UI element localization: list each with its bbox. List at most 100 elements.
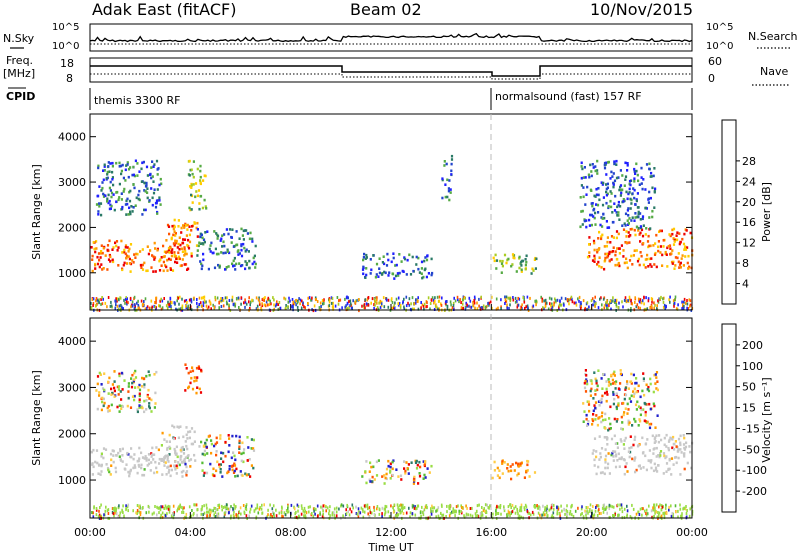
echo-cell (473, 295, 476, 299)
echo-cell (499, 506, 502, 510)
echo-cell (252, 447, 255, 450)
echo-cell (366, 505, 368, 509)
echo-cell (602, 213, 605, 216)
echo-cell (321, 506, 324, 510)
echo-cell (184, 222, 187, 226)
echo-cell (684, 507, 687, 511)
echo-cell (601, 225, 604, 228)
echo-cell (621, 506, 623, 510)
echo-cell (634, 203, 637, 206)
echo-cell (150, 266, 153, 269)
echo-cell (637, 464, 640, 468)
echo-cell (616, 205, 619, 209)
echo-cell (587, 307, 590, 311)
echo-cell (232, 507, 234, 510)
echo-cell (448, 198, 451, 202)
echo-cell (245, 505, 247, 509)
echo-cell (193, 376, 196, 379)
echo-cell (208, 508, 211, 512)
echo-cell (624, 241, 627, 244)
echo-cell (107, 193, 110, 197)
echo-cell (369, 258, 372, 261)
echo-cell (616, 442, 619, 445)
echo-cell (110, 403, 113, 407)
echo-cell (605, 193, 608, 197)
echo-cell (644, 442, 647, 446)
echo-cell (626, 266, 629, 270)
echo-cell (682, 507, 684, 511)
echo-cell (628, 191, 631, 194)
echo-cell (249, 307, 251, 310)
echo-cell (389, 469, 392, 473)
echo-cell (181, 297, 183, 301)
echo-cell (579, 225, 582, 229)
echo-cell (402, 503, 404, 507)
echo-cell (105, 505, 107, 509)
velocity-colorbar-label: Velocity [m s⁻¹] (760, 377, 773, 462)
echo-cell (215, 450, 218, 453)
echo-cell (138, 170, 141, 173)
echo-cell (612, 505, 615, 509)
echo-cell (220, 457, 223, 460)
echo-cell (143, 385, 146, 389)
echo-cell (667, 440, 671, 443)
echo-cell (584, 203, 587, 206)
echo-cell (125, 463, 128, 466)
echo-cell (651, 306, 653, 310)
echo-cell (683, 506, 686, 510)
echo-cell (616, 446, 619, 449)
echo-cell (141, 268, 145, 271)
echo-cell (391, 473, 394, 477)
echo-region-9 (579, 159, 657, 230)
echo-cell (593, 404, 596, 407)
echo-cell (185, 252, 188, 256)
echo-cell (658, 434, 661, 437)
echo-cell (218, 306, 220, 310)
echo-cell (509, 297, 511, 301)
echo-cell (154, 201, 158, 205)
echo-cell (631, 263, 634, 266)
echo-cell (271, 515, 274, 519)
echo-cell (173, 425, 176, 429)
echo-cell (328, 300, 331, 304)
echo-cell (150, 452, 153, 455)
echo-cell (220, 297, 222, 301)
echo-cell (194, 459, 197, 462)
echo-cell (186, 223, 189, 227)
echo-cell (187, 306, 189, 310)
echo-cell (189, 458, 193, 461)
echo-cell (620, 457, 623, 461)
echo-cell (279, 306, 282, 310)
echo-cell (379, 299, 382, 303)
echo-cell (644, 410, 647, 414)
echo-cell (248, 259, 251, 263)
echo-cell (216, 508, 219, 512)
echo-cell (600, 266, 603, 269)
echo-cell (224, 296, 227, 300)
echo-cell (636, 215, 639, 219)
echo-cell (178, 463, 181, 467)
echo-cell (370, 268, 373, 272)
echo-cell (535, 505, 537, 509)
echo-cell (523, 300, 526, 304)
echo-cell (431, 296, 434, 300)
echo-cell (158, 183, 161, 187)
echo-cell (450, 154, 454, 158)
echo-cell (406, 467, 409, 470)
echo-cell (627, 222, 630, 225)
echo-cell (123, 298, 125, 302)
echo-cell (312, 309, 315, 313)
echo-cell (120, 192, 123, 195)
echo-cell (619, 369, 622, 372)
echo-cell (469, 299, 472, 303)
echo-cell (254, 244, 257, 248)
echo-cell (114, 506, 116, 510)
echo-cell (126, 404, 129, 408)
echo-cell (169, 447, 172, 450)
echo-region-8 (582, 369, 659, 432)
echo-cell (683, 436, 686, 440)
echo-cell (552, 515, 555, 519)
echo-cell (368, 506, 371, 510)
echo-cell (129, 406, 133, 409)
station-title: Adak East (fitACF) (92, 0, 236, 19)
